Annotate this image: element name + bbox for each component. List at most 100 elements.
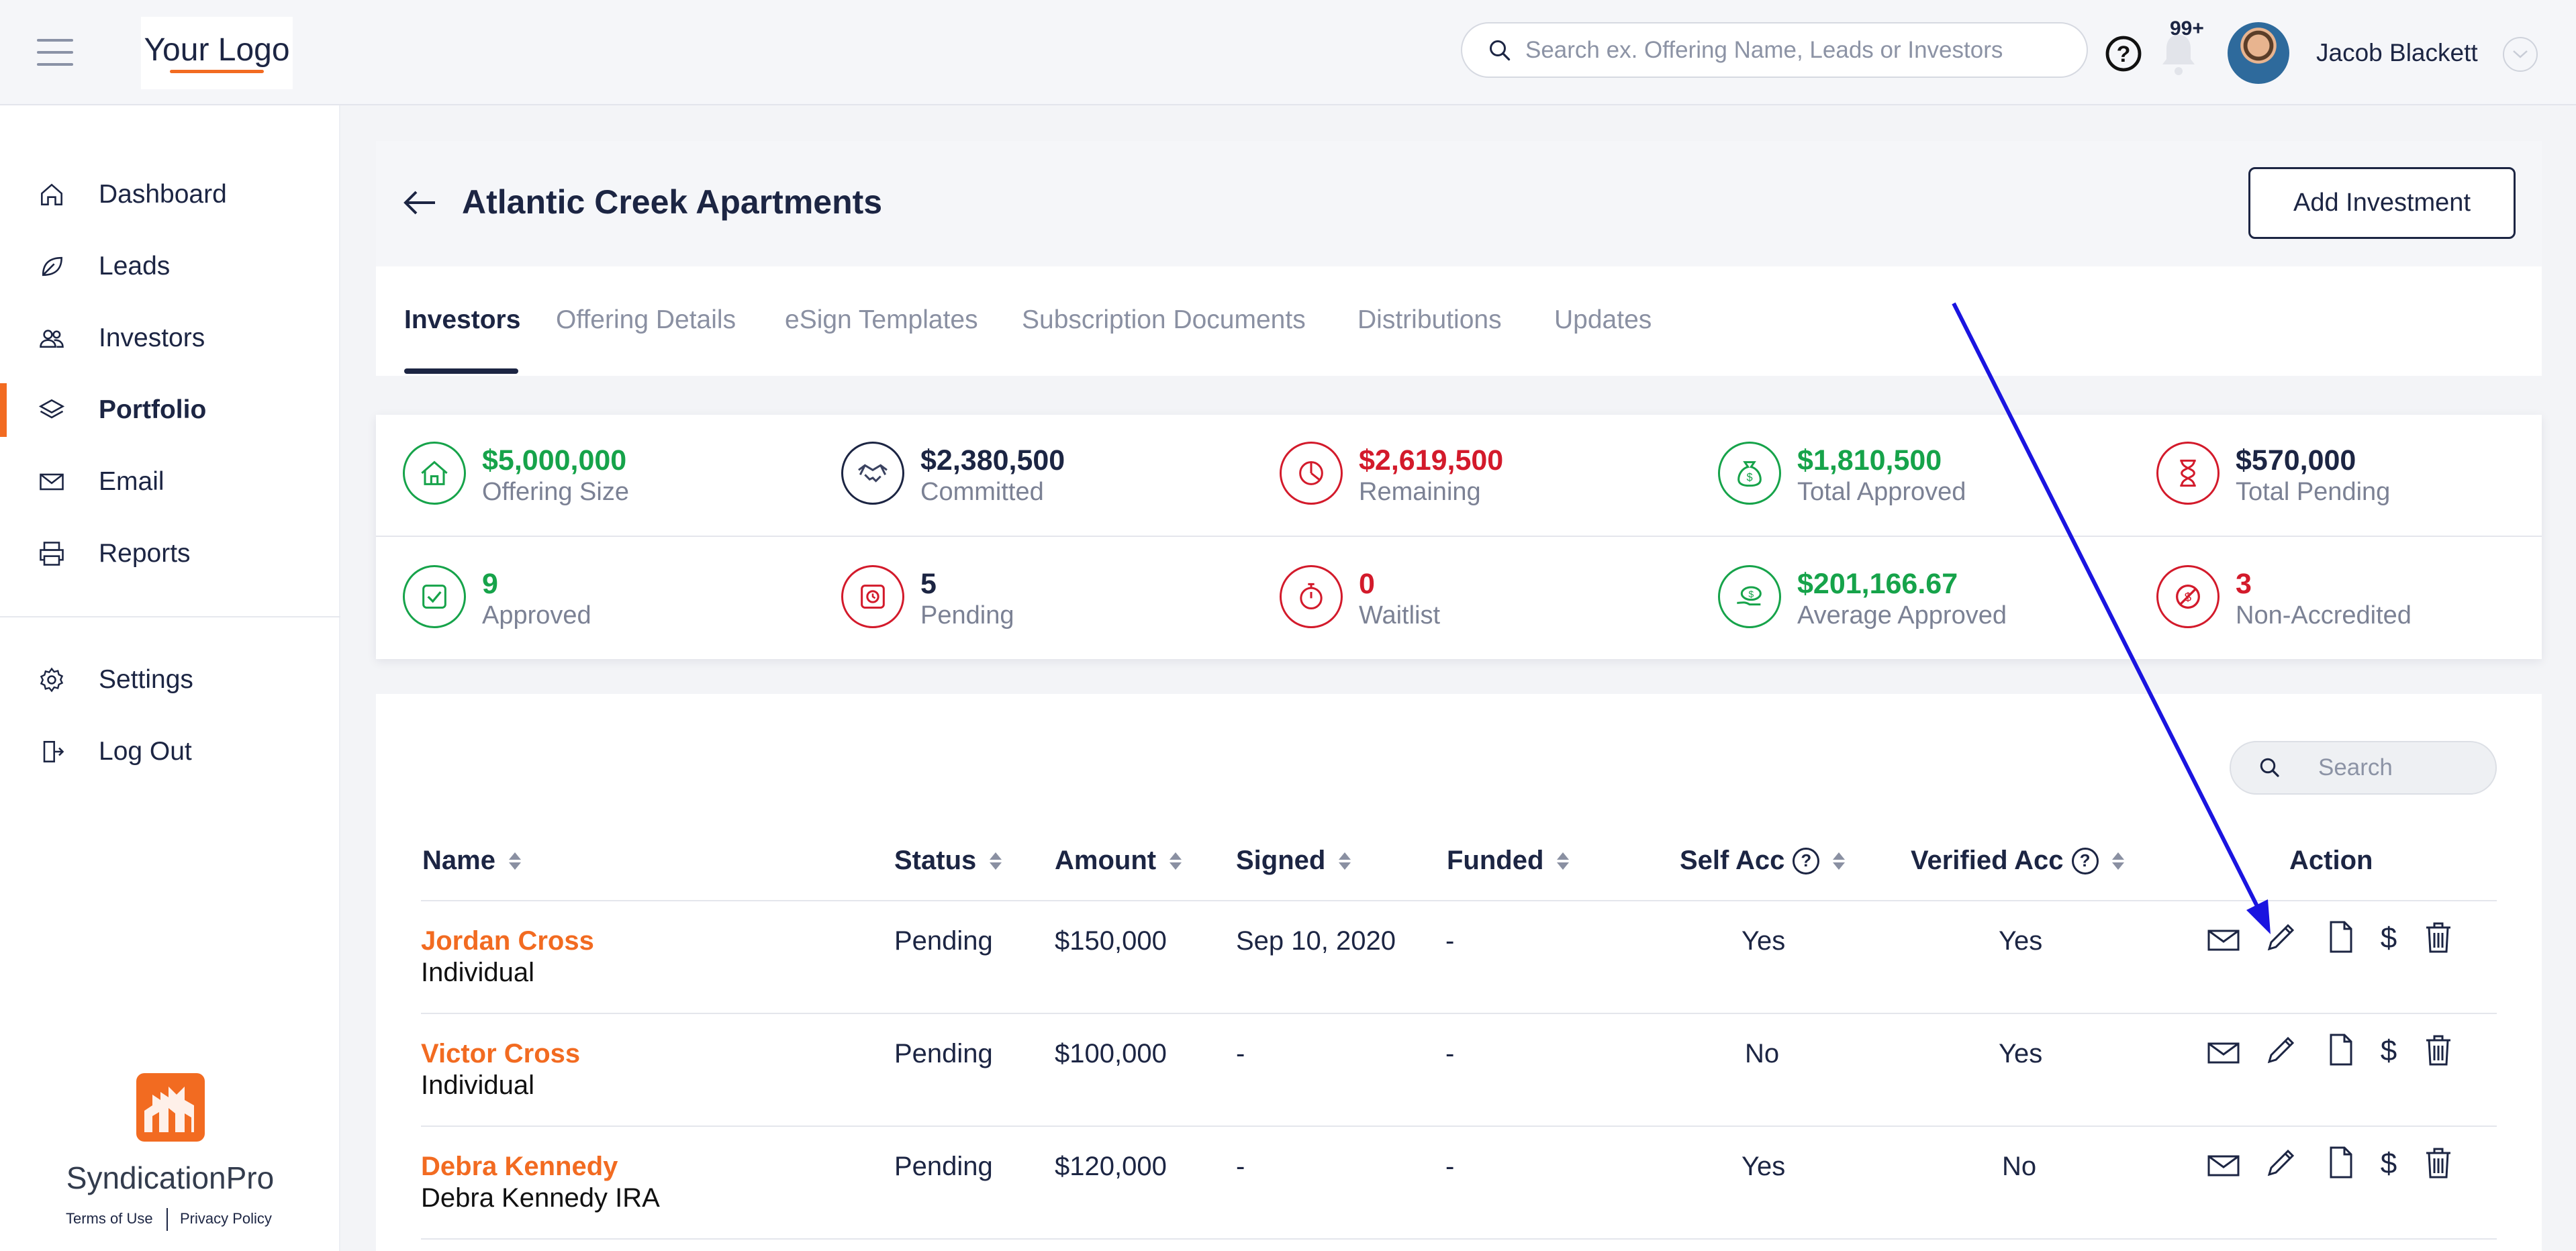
- column-header-signed[interactable]: Signed: [1236, 846, 1351, 876]
- bell-icon[interactable]: [2155, 27, 2202, 81]
- column-label: Status: [894, 846, 977, 875]
- no-money-icon: $: [2156, 565, 2220, 628]
- global-search[interactable]: [1461, 22, 2088, 78]
- stat-average-approved: $ $201,166.67 Average Approved: [1718, 558, 2121, 639]
- tab-offering-details[interactable]: Offering Details: [556, 305, 736, 334]
- logo[interactable]: Your Logo: [141, 17, 293, 89]
- trash-icon[interactable]: [2420, 918, 2457, 956]
- stat-label: Committed: [920, 478, 1044, 506]
- column-header-action: Action: [2289, 846, 2373, 876]
- logout-icon: [43, 741, 64, 762]
- help-icon[interactable]: ?: [2105, 35, 2142, 72]
- user-name[interactable]: Jacob Blackett: [2316, 39, 2478, 66]
- stat-total-approved: $ $1,810,500 Total Approved: [1718, 435, 2121, 515]
- column-header-self-acc[interactable]: Self Acc?: [1680, 846, 1846, 876]
- avatar[interactable]: [2228, 22, 2289, 84]
- sidebar-item-logout[interactable]: Log Out: [0, 725, 340, 779]
- sort-icon[interactable]: [2111, 851, 2124, 871]
- mail-icon[interactable]: [2205, 921, 2242, 959]
- stat-value: 0: [1359, 568, 1375, 600]
- verified-acc-cell: Yes: [1999, 1039, 2043, 1068]
- column-header-verified-acc[interactable]: Verified Acc?: [1911, 846, 2124, 876]
- status-cell: Pending: [894, 1039, 993, 1068]
- tab-esign-templates[interactable]: eSign Templates: [785, 305, 978, 334]
- sidebar-item-investors[interactable]: Investors: [0, 311, 340, 365]
- pie-clock-icon: [1280, 442, 1343, 505]
- stat-label: Waitlist: [1359, 601, 1441, 630]
- sort-icon[interactable]: [1170, 851, 1182, 871]
- sort-icon[interactable]: [1833, 851, 1846, 871]
- tab-distributions[interactable]: Distributions: [1357, 305, 1502, 334]
- edit-pencil-icon[interactable]: [2262, 1031, 2300, 1068]
- tab-investors[interactable]: Investors: [404, 305, 521, 334]
- search-icon: [1490, 40, 1511, 60]
- column-header-amount[interactable]: Amount: [1055, 846, 1182, 876]
- printer-icon: [40, 542, 64, 566]
- sidebar-item-portfolio[interactable]: Portfolio: [0, 383, 340, 437]
- column-header-funded[interactable]: Funded: [1447, 846, 1570, 876]
- mail-icon: [40, 473, 64, 491]
- stat-label: Pending: [920, 601, 1014, 630]
- mail-icon[interactable]: [2205, 1147, 2242, 1185]
- users-icon: [40, 330, 64, 348]
- sort-icon[interactable]: [990, 851, 1002, 871]
- sidebar-item-settings[interactable]: Settings: [0, 653, 340, 707]
- row-divider: [421, 1125, 2497, 1127]
- sidebar-item-label: Log Out: [99, 737, 192, 766]
- sidebar-item-dashboard[interactable]: Dashboard: [0, 168, 340, 221]
- stat-label: Non-Accredited: [2236, 601, 2412, 630]
- privacy-link[interactable]: Privacy Policy: [180, 1210, 272, 1227]
- add-investment-button[interactable]: Add Investment: [2248, 167, 2516, 239]
- dollar-icon[interactable]: $: [2370, 1031, 2407, 1068]
- legal-divider: [166, 1208, 168, 1231]
- investor-name-link[interactable]: Jordan Cross: [421, 926, 594, 956]
- brand-block: SyndicationPro: [0, 1070, 340, 1196]
- document-icon[interactable]: [2322, 1144, 2359, 1181]
- sidebar-item-label: Investors: [99, 323, 205, 352]
- logo-text: Your Logo: [144, 32, 290, 68]
- sidebar-item-label: Leads: [99, 252, 171, 281]
- status-cell: Pending: [894, 1152, 993, 1181]
- edit-pencil-icon[interactable]: [2262, 1144, 2300, 1181]
- sort-icon[interactable]: [1339, 851, 1351, 871]
- stat-offering-size: $5,000,000 Offering Size: [403, 435, 806, 515]
- stat-approved: 9 Approved: [403, 558, 806, 639]
- document-icon[interactable]: [2322, 1031, 2359, 1068]
- edit-pencil-icon[interactable]: [2262, 918, 2300, 956]
- sidebar-item-reports[interactable]: Reports: [0, 527, 340, 581]
- hourglass-icon: [2156, 442, 2220, 505]
- sort-icon[interactable]: [1557, 851, 1570, 871]
- dollar-icon[interactable]: $: [2370, 918, 2407, 956]
- page-title: Atlantic Creek Apartments: [462, 183, 883, 221]
- stat-total-pending: $570,000 Total Pending: [2156, 435, 2559, 515]
- stat-value: $1,810,500: [1797, 444, 1942, 477]
- sidebar-item-email[interactable]: Email: [0, 455, 340, 509]
- hamburger-menu-icon[interactable]: [37, 39, 73, 66]
- mail-icon[interactable]: [2205, 1034, 2242, 1072]
- trash-icon[interactable]: [2420, 1031, 2457, 1068]
- global-search-input[interactable]: [1525, 36, 2062, 64]
- sort-icon[interactable]: [508, 851, 521, 871]
- svg-text:$: $: [2381, 921, 2397, 954]
- column-header-name[interactable]: Name: [422, 846, 521, 876]
- tab-subscription-documents[interactable]: Subscription Documents: [1022, 305, 1306, 334]
- column-label: Amount: [1055, 846, 1157, 875]
- stat-value: 9: [482, 568, 498, 600]
- tab-updates[interactable]: Updates: [1554, 305, 1652, 334]
- help-icon[interactable]: ?: [1793, 847, 1820, 874]
- help-icon[interactable]: ?: [2071, 847, 2099, 874]
- dollar-icon[interactable]: $: [2370, 1144, 2407, 1181]
- sidebar-item-leads[interactable]: Leads: [0, 240, 340, 293]
- column-header-status[interactable]: Status: [894, 846, 1002, 876]
- svg-text:$: $: [2381, 1034, 2397, 1067]
- table-search[interactable]: [2230, 741, 2497, 795]
- investor-name-link[interactable]: Debra Kennedy: [421, 1152, 618, 1181]
- table-search-input[interactable]: [2318, 754, 2479, 781]
- back-arrow-icon[interactable]: [403, 189, 436, 216]
- svg-text:$: $: [1746, 472, 1752, 484]
- chevron-down-icon[interactable]: [2503, 37, 2538, 72]
- investor-name-link[interactable]: Victor Cross: [421, 1039, 581, 1068]
- trash-icon[interactable]: [2420, 1144, 2457, 1181]
- document-icon[interactable]: [2322, 918, 2359, 956]
- terms-link[interactable]: Terms of Use: [66, 1210, 153, 1227]
